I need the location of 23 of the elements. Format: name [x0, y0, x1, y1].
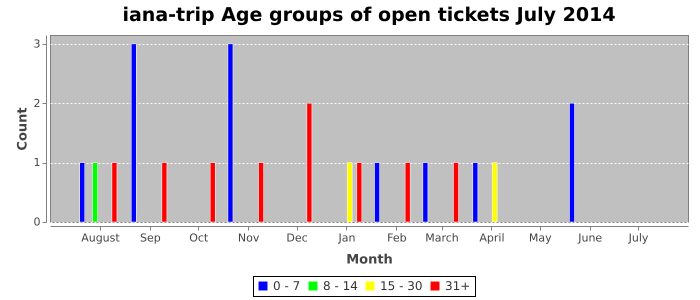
legend-label: 15 - 30 — [380, 279, 422, 293]
y-tick-label: 3 — [34, 37, 40, 50]
x-tick-label: June — [577, 232, 602, 244]
x-tick-label: Sep — [140, 232, 161, 244]
x-tick-label: Jan — [337, 232, 356, 244]
legend-label: 0 - 7 — [273, 279, 300, 293]
legend-label: 8 - 14 — [323, 279, 358, 293]
chart-title: iana-trip Age groups of open tickets July 2014 — [122, 4, 616, 26]
x-tick-label: Feb — [387, 232, 407, 244]
x-tick-label: May — [528, 232, 552, 244]
y-tick-label: 1 — [34, 156, 40, 170]
x-tick-label: August — [81, 232, 120, 244]
x-tick-label: March — [425, 232, 459, 244]
x-tick-label: April — [479, 232, 505, 244]
x-tick-label: Nov — [238, 232, 260, 244]
y-tick-label: 2 — [34, 96, 40, 110]
x-axis-title: Month — [346, 252, 393, 268]
x-tick-label: Dec — [286, 232, 308, 244]
legend-label: 31+ — [445, 279, 470, 293]
y-axis-title: Count — [16, 107, 30, 151]
y-tick-label: 0 — [34, 216, 40, 228]
x-tick-label: Oct — [189, 232, 209, 244]
x-tick-label: July — [628, 232, 649, 244]
